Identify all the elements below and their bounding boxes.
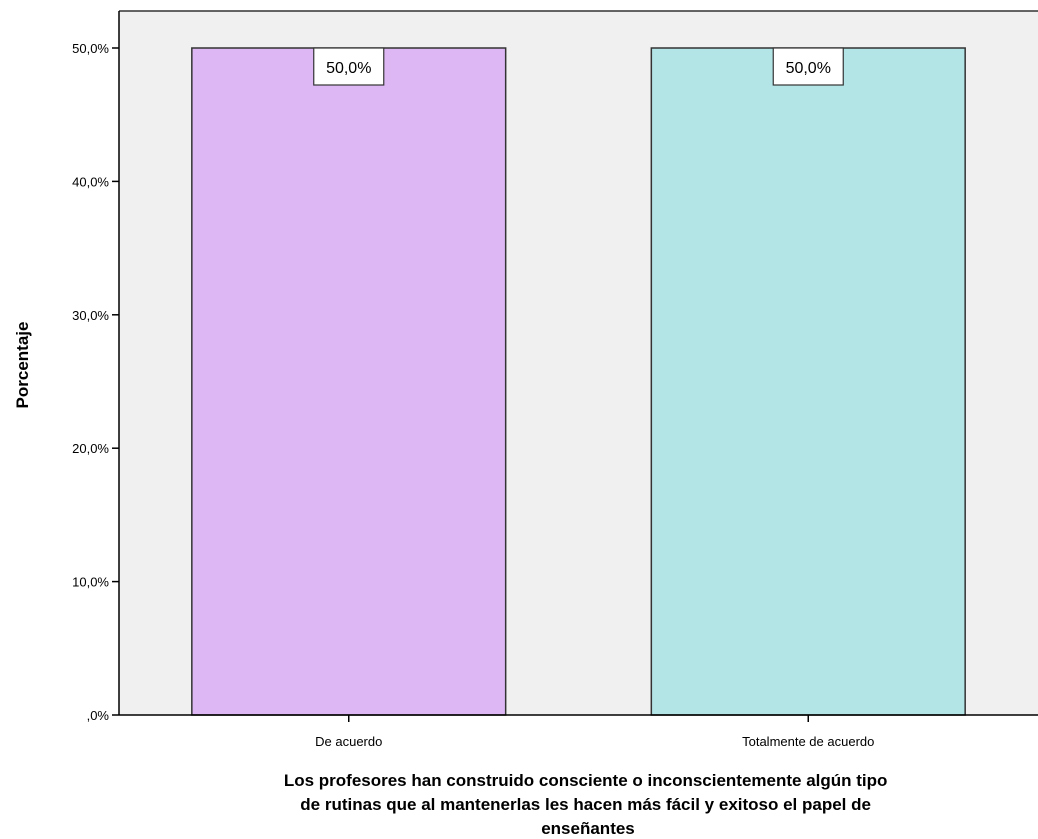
x-tick-label: De acuerdo bbox=[315, 734, 382, 749]
x-axis-title-line-3: enseñantes bbox=[541, 819, 635, 838]
y-axis-title: Porcentaje bbox=[13, 322, 32, 409]
y-ticks-layer: ,0% 10,0% 20,0% 30,0% 40,0% 50,0% bbox=[72, 41, 119, 723]
data-label: 50,0% bbox=[326, 60, 371, 77]
y-tick-label: 40,0% bbox=[72, 174, 109, 189]
bar bbox=[650, 47, 966, 716]
x-axis-title-line-2: de rutinas que al mantenerlas les hacen … bbox=[300, 795, 871, 814]
y-tick-label: ,0% bbox=[87, 708, 110, 723]
bar bbox=[191, 47, 507, 716]
data-label-box bbox=[313, 47, 385, 86]
y-tick-label: 10,0% bbox=[72, 575, 109, 590]
y-tick-label: 30,0% bbox=[72, 308, 109, 323]
data-labels-layer: 50,0% 50,0% bbox=[313, 47, 844, 86]
data-label: 50,0% bbox=[786, 60, 831, 77]
x-axis-title-line-1: Los profesores han construido consciente… bbox=[284, 771, 888, 790]
axis-layer bbox=[118, 11, 1038, 716]
y-tick-label: 20,0% bbox=[72, 441, 109, 456]
data-label-box bbox=[772, 47, 844, 86]
x-ticks-layer: De acuerdo Totalmente de acuerdo bbox=[315, 715, 874, 749]
x-axis-title: Los profesores han construido consciente… bbox=[284, 771, 892, 838]
y-tick-label: 50,0% bbox=[72, 41, 109, 56]
x-tick-label: Totalmente de acuerdo bbox=[742, 734, 874, 749]
